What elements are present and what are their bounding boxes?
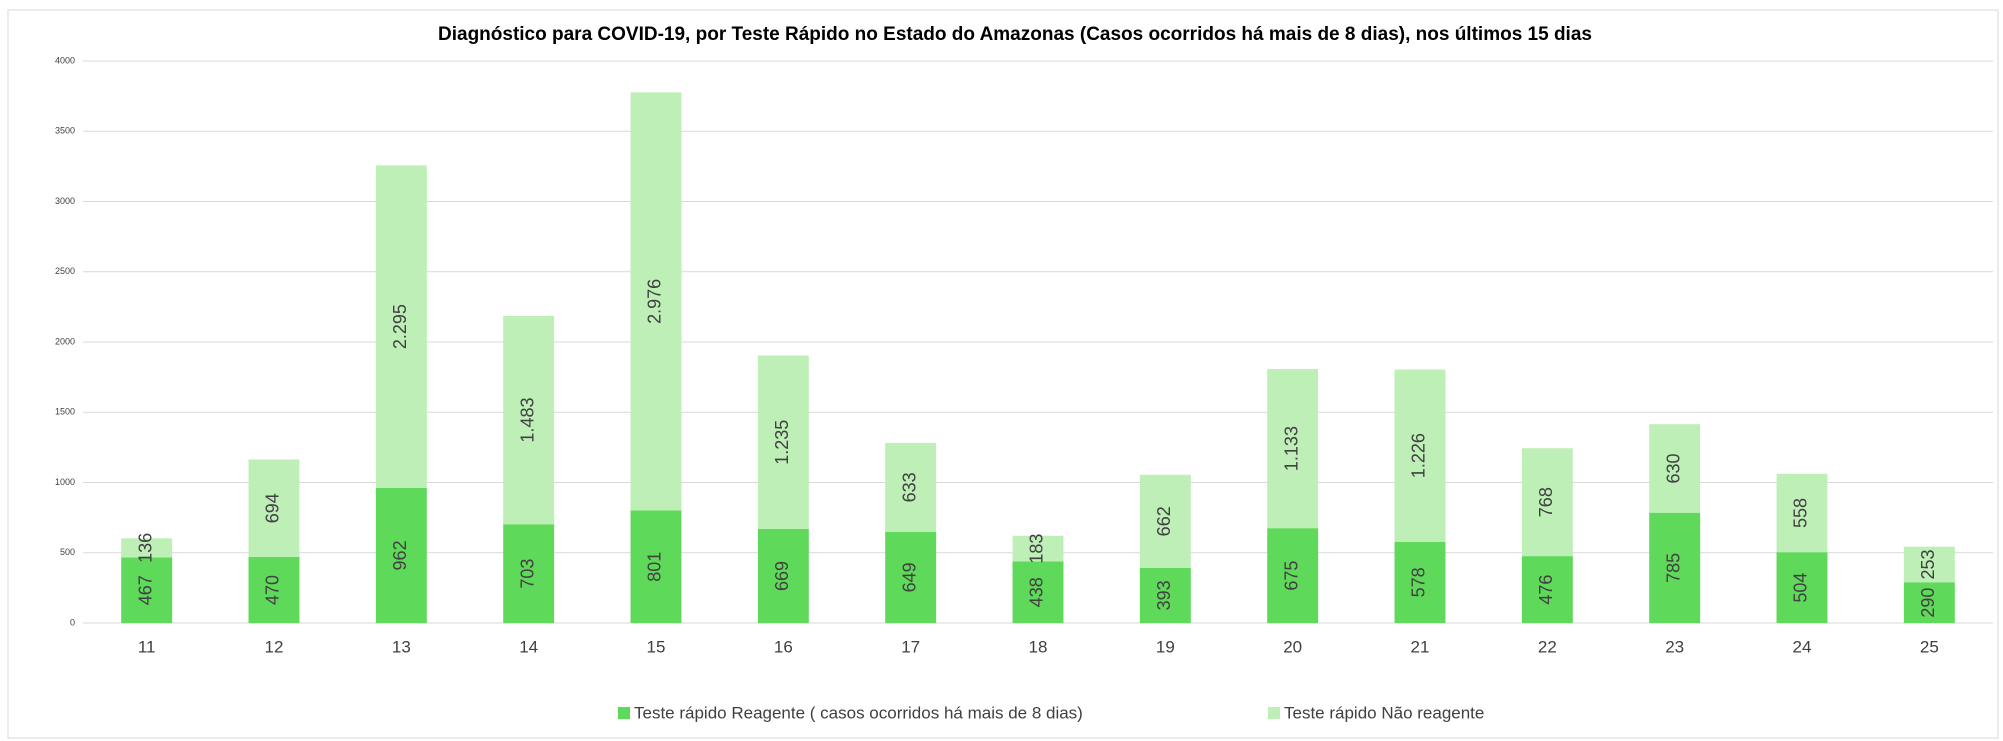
bar-segment	[375, 165, 427, 488]
value-label: 801	[645, 552, 665, 582]
value-label: 290	[1918, 588, 1938, 618]
x-tick-label: 19	[1156, 637, 1175, 656]
x-tick-label: 14	[519, 637, 538, 656]
x-tick-label: 20	[1283, 637, 1302, 656]
y-tick-label: 1000	[55, 477, 75, 487]
value-label: 703	[517, 559, 537, 589]
legend-label: Teste rápido Não reagente	[1284, 703, 1484, 722]
x-tick-label: 18	[1029, 637, 1048, 656]
x-tick-label: 25	[1920, 637, 1939, 656]
bar-segment	[248, 556, 300, 623]
value-label: 2.976	[645, 279, 665, 324]
x-tick-label: 12	[265, 637, 284, 656]
bar-segment	[757, 355, 809, 530]
value-label: 694	[263, 493, 283, 523]
y-tick-label: 3000	[55, 196, 75, 206]
bar-segment	[121, 557, 173, 623]
bar-segment	[630, 92, 682, 511]
y-tick-label: 1500	[55, 407, 75, 417]
bar-segment	[1394, 541, 1446, 623]
bar-segment	[375, 487, 427, 623]
value-label: 649	[899, 562, 919, 592]
x-tick-label: 13	[392, 637, 411, 656]
bar-segment	[1139, 567, 1191, 623]
bar-segment	[885, 442, 937, 532]
value-label: 662	[1154, 506, 1174, 536]
value-label: 1.226	[1409, 433, 1429, 478]
legend-marker	[618, 707, 630, 719]
value-label: 1.133	[1281, 426, 1301, 471]
y-tick-label: 0	[70, 617, 75, 627]
value-label: 768	[1536, 487, 1556, 517]
bar-segment	[1649, 424, 1701, 513]
y-tick-label: 2500	[55, 266, 75, 276]
value-label: 476	[1536, 575, 1556, 605]
value-label: 253	[1918, 549, 1938, 579]
bar-segment	[1649, 512, 1701, 623]
y-tick-label: 500	[60, 547, 75, 557]
y-tick-label: 3500	[55, 126, 75, 136]
x-tick-label: 11	[138, 637, 156, 656]
bar-segment	[1394, 369, 1446, 542]
bar-segment	[1903, 546, 1955, 583]
bar-segment	[248, 459, 300, 557]
bar-segment	[1903, 582, 1955, 623]
value-label: 669	[772, 561, 792, 591]
x-tick-label: 23	[1665, 637, 1684, 656]
x-tick-label: 16	[774, 637, 793, 656]
y-tick-label: 2000	[55, 336, 75, 346]
bar-segment	[1267, 528, 1319, 623]
value-label: 136	[135, 533, 155, 563]
value-label: 504	[1791, 573, 1811, 603]
bar-segment	[1012, 535, 1064, 562]
x-tick-label: 22	[1538, 637, 1557, 656]
value-label: 630	[1663, 453, 1683, 483]
value-label: 785	[1663, 553, 1683, 583]
value-label: 467	[135, 575, 155, 605]
bar-segment	[1139, 474, 1191, 568]
value-label: 675	[1281, 561, 1301, 591]
legend-marker	[1268, 707, 1280, 719]
value-label: 183	[1027, 534, 1047, 564]
value-label: 633	[899, 472, 919, 502]
value-label: 2.295	[390, 304, 410, 349]
value-label: 393	[1154, 580, 1174, 610]
bar-segment	[1521, 448, 1573, 557]
chart-border	[7, 9, 1999, 739]
bar-segment	[757, 529, 809, 623]
bar-segment	[503, 315, 555, 525]
bar-segment	[1521, 556, 1573, 623]
value-label: 578	[1409, 567, 1429, 597]
chart-title: Diagnóstico para COVID-19, por Teste Ráp…	[438, 24, 1592, 45]
legend-label: Teste rápido Reagente ( casos ocorridos …	[634, 703, 1083, 722]
bar-segment	[1012, 561, 1064, 623]
x-tick-label: 15	[647, 637, 666, 656]
bar-segment	[630, 510, 682, 623]
value-label: 1.235	[772, 420, 792, 465]
y-tick-label: 4000	[55, 55, 75, 65]
value-label: 558	[1791, 498, 1811, 528]
value-label: 438	[1027, 577, 1047, 607]
bar-segment	[1267, 368, 1319, 529]
bar-segment	[1776, 552, 1828, 623]
bar-segment	[885, 531, 937, 623]
value-label: 962	[390, 540, 410, 570]
value-label: 1.483	[517, 398, 537, 443]
bar-segment	[503, 524, 555, 623]
x-tick-label: 21	[1411, 637, 1430, 656]
bar-segment	[121, 538, 173, 558]
x-tick-label: 17	[901, 637, 920, 656]
value-label: 470	[263, 575, 283, 605]
x-tick-label: 24	[1793, 637, 1812, 656]
bar-segment	[1776, 473, 1828, 553]
